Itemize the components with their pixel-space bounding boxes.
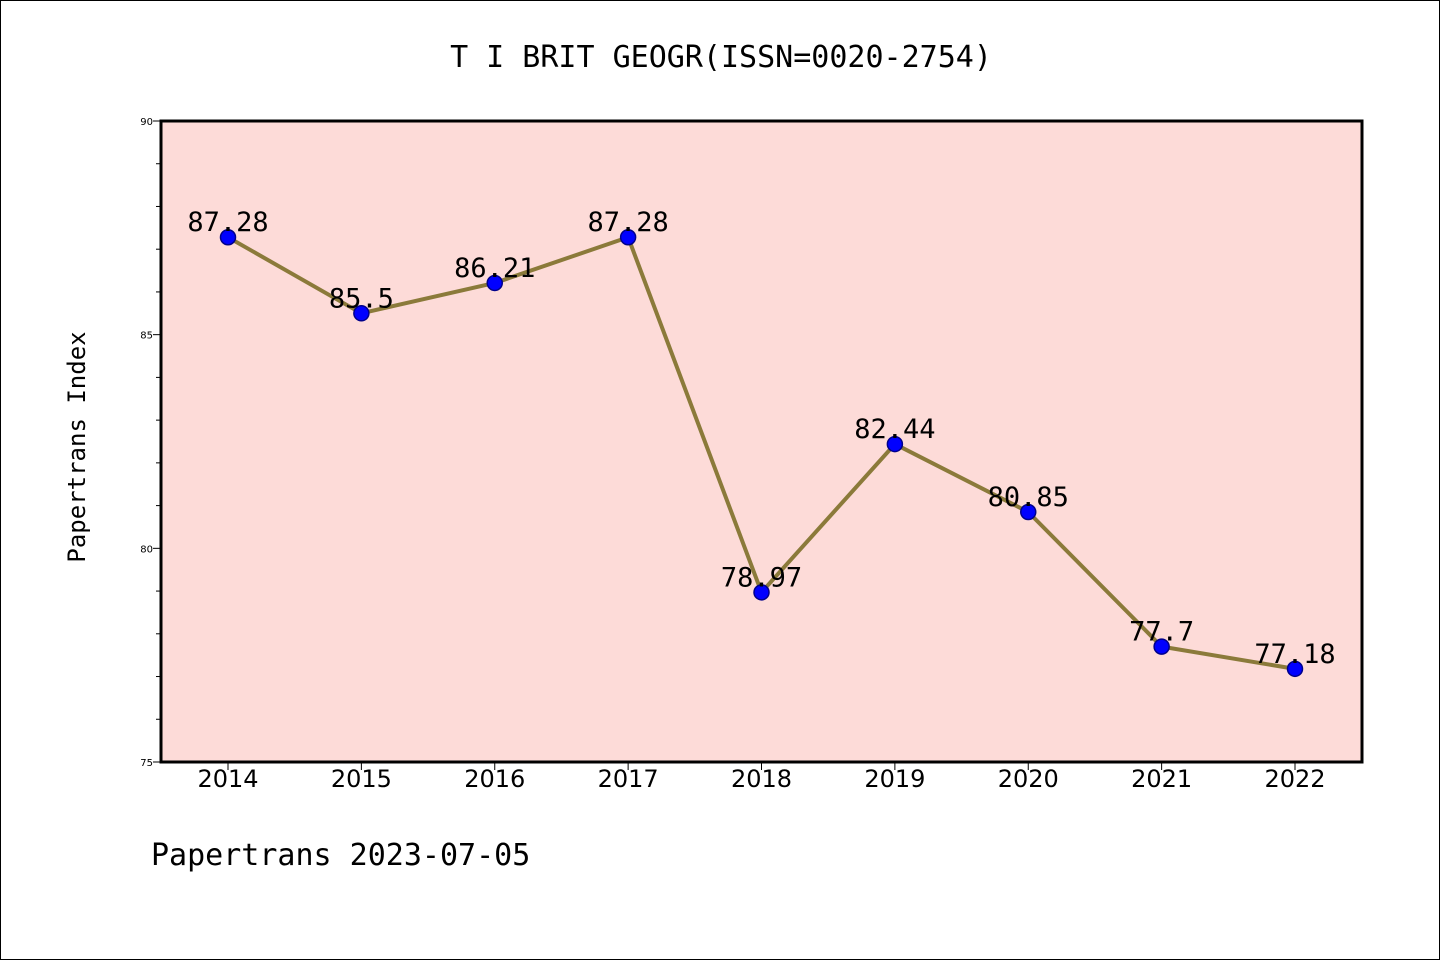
series-line-group [219, 228, 1304, 678]
y-axis-label: Papertrans Index [63, 331, 91, 562]
y-tick-label: 85 [140, 331, 153, 342]
data-point-marker [753, 584, 770, 601]
x-tick-label: 2020 [998, 765, 1059, 793]
data-value-label: 82.44 [854, 414, 935, 445]
x-axis: 2014 2015 2016 2017 2018 2019 2020 2021 2022 [197, 762, 1326, 793]
data-value-label: 78.97 [721, 562, 802, 593]
y-tick-label: 90 [140, 117, 153, 128]
x-tick-label: 2022 [1264, 765, 1325, 793]
data-point-marker [486, 274, 503, 292]
x-tick-label: 2018 [731, 765, 792, 793]
data-point-marker [1286, 660, 1304, 678]
y-tick-label: 80 [140, 544, 153, 555]
data-value-label: 80.85 [988, 482, 1069, 513]
x-tick-label: 2016 [464, 765, 525, 793]
data-point-marker [353, 305, 370, 322]
footer-source-date: Papertrans 2023-07-05 [151, 838, 530, 873]
data-value-label: 86.21 [454, 253, 535, 284]
y-axis: 75 80 85 90 [140, 117, 161, 769]
data-value-label: 87.28 [587, 207, 668, 238]
data-point-marker [1020, 503, 1037, 521]
data-value-label: 87.28 [187, 207, 268, 238]
x-tick-label: 2019 [864, 765, 925, 793]
data-point-marker [219, 228, 237, 246]
data-value-label: 77.7 [1129, 617, 1194, 648]
plot-area [159, 119, 1364, 764]
x-tick-label: 2021 [1131, 765, 1192, 793]
x-tick-label: 2014 [197, 765, 258, 793]
y-tick-label: 75 [140, 758, 153, 769]
data-value-label: 77.18 [1254, 639, 1335, 670]
data-label-group: 87.28 85.5 86.21 87.28 78.97 82.44 80.85 77.7 77… [187, 207, 1335, 670]
x-tick-label: 2015 [331, 765, 392, 793]
data-point-marker [619, 228, 637, 246]
data-value-label: 85.5 [329, 283, 394, 314]
chart-title: T I BRIT GEOGR(ISSN=0020-2754) [450, 40, 992, 75]
data-point-marker [1153, 638, 1170, 655]
data-point-marker [886, 435, 904, 453]
x-tick-label: 2017 [598, 765, 659, 793]
